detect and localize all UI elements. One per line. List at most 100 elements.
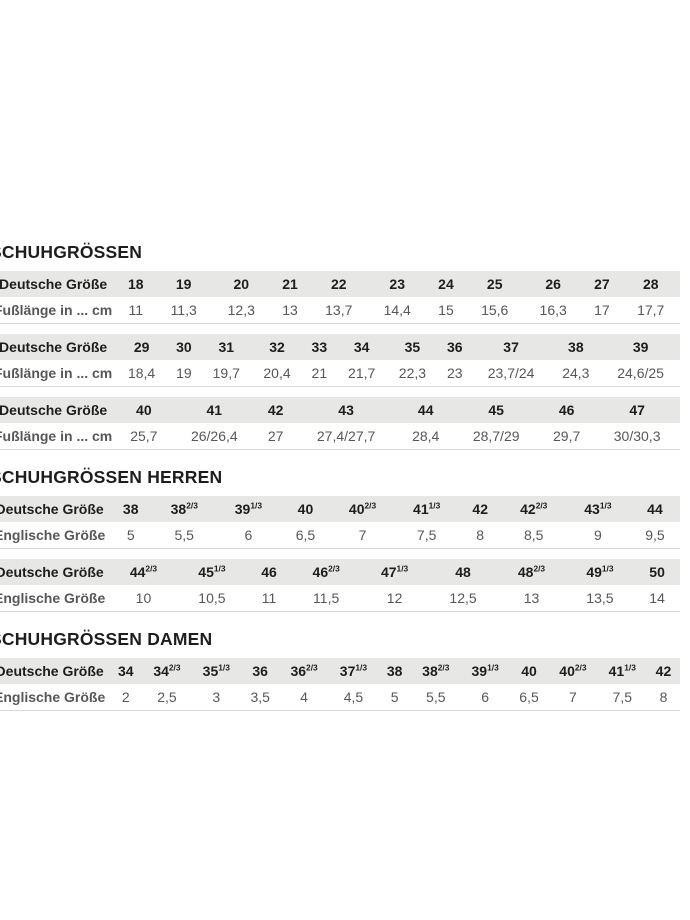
value-cell: 26/26,4 — [190, 428, 238, 444]
size-value: 50 — [649, 564, 665, 580]
size-label-cell: Deutsche Größe — [0, 339, 108, 355]
size-value: 38 — [422, 663, 438, 679]
value-cell: 23,7/24 — [487, 365, 535, 381]
size-fraction: 2/3 — [574, 662, 587, 673]
size-value: 41 — [206, 402, 223, 418]
size-value: 34 — [353, 339, 370, 355]
value-cell: 23 — [446, 365, 463, 381]
size-value: 40 — [559, 663, 575, 679]
size-cell: 382/3 — [152, 496, 216, 522]
size-label-cell: Deutsche Größe — [0, 663, 104, 679]
value-cell: 2,5 — [157, 689, 177, 705]
value-label-cell: Fußlänge in ... cm — [0, 365, 113, 381]
value-label-cell: Englische Größe — [0, 689, 106, 705]
size-table-section: SCHUHGRÖSSEN HERREN Deutsche Größe 38 382/3… — [0, 467, 680, 612]
value-cell: 24,3 — [562, 365, 590, 381]
value-cell: 22,3 — [398, 365, 427, 381]
value-cell: 28,7/29 — [472, 428, 520, 444]
size-value: 42 — [472, 501, 488, 517]
size-cell: 43 — [294, 397, 398, 423]
size-label-cell: Deutsche Größe — [0, 501, 104, 517]
value-cell: 27 — [267, 428, 284, 444]
size-label-cell: Deutsche Größe — [0, 564, 104, 580]
size-cell: 491/3 — [566, 559, 634, 585]
size-value: 35 — [202, 663, 219, 679]
size-value: 29 — [133, 339, 150, 355]
size-cell: 28 — [621, 271, 680, 297]
size-cell: 42 — [257, 397, 294, 423]
section-title: SCHUHGRÖSSEN HERREN — [0, 467, 223, 487]
size-cell: 30 — [167, 334, 201, 360]
value-cell: 27,4/27,7 — [316, 428, 376, 444]
value-cell: 10 — [135, 590, 152, 606]
size-value: 35 — [404, 339, 421, 355]
value-cell: 8 — [659, 689, 668, 705]
value-row: Fußlänge in ... cm 25,7 26/26,4 27 27,4/27,7… — [0, 423, 680, 450]
size-cell: 38 — [109, 496, 152, 522]
size-value: 40 — [521, 663, 537, 679]
size-cell: 33 — [302, 334, 336, 360]
size-fraction: 1/3 — [601, 563, 614, 574]
value-cell: 19,7 — [212, 365, 240, 381]
size-cell: 50 — [634, 559, 680, 585]
value-row: Fußlänge in ... cm 11 11,3 12,3 13 13,7 14,4 15… — [0, 297, 680, 324]
value-row: Englische Größe 10 10,5 11 11,5 12 12,5 13 13,5 1… — [0, 585, 680, 612]
size-fraction: 2/3 — [328, 563, 340, 574]
size-value: 42 — [520, 501, 536, 517]
size-value: 25 — [486, 276, 503, 292]
size-cell: 32 — [252, 334, 303, 360]
value-cell: 17 — [594, 302, 610, 318]
value-cell: 19 — [176, 365, 192, 381]
value-cell: 11 — [261, 590, 277, 606]
value-cell: 11,3 — [170, 302, 197, 318]
size-cell: 20 — [212, 271, 270, 297]
size-table: Deutsche Größe 34 342/3 351/3 36 362/3 371/3 38… — [0, 658, 680, 711]
size-cell: 34 — [336, 334, 387, 360]
size-value: 32 — [269, 339, 285, 355]
size-cell: 37 — [472, 334, 551, 360]
size-cell: 44 — [630, 496, 680, 522]
size-cell: 41 — [171, 397, 257, 423]
size-value: 43 — [584, 501, 600, 517]
value-cell: 5,5 — [426, 689, 446, 705]
size-cell: 48 — [429, 559, 497, 585]
size-cell: 27 — [582, 271, 621, 297]
size-value: 45 — [198, 564, 214, 580]
value-cell: 17,7 — [637, 302, 665, 318]
value-cell: 24,6/25 — [617, 365, 664, 381]
size-fraction: 1/3 — [396, 563, 409, 574]
size-fraction: 1/3 — [250, 500, 262, 511]
size-value: 39 — [471, 663, 488, 679]
size-value: 46 — [261, 564, 277, 580]
value-cell: 11,5 — [313, 590, 340, 606]
size-value: 47 — [629, 402, 645, 418]
size-value: 38 — [122, 501, 139, 517]
value-cell: 21 — [311, 365, 328, 381]
size-cell: 371/3 — [329, 658, 378, 684]
size-value: 23 — [389, 276, 405, 292]
size-value: 28 — [642, 276, 659, 292]
size-header-row: Deutsche Größe 29 30 31 32 33 34 35 36 37 38 39 — [0, 334, 680, 360]
size-value: 41 — [608, 663, 625, 679]
size-fraction: 1/3 — [487, 662, 499, 673]
size-value: 36 — [446, 339, 463, 355]
size-value: 39 — [234, 501, 251, 517]
size-value: 33 — [311, 339, 328, 355]
size-value: 39 — [632, 339, 649, 355]
size-cell: 402/3 — [548, 658, 597, 684]
size-cell: 342/3 — [142, 658, 191, 684]
document-content: SCHUHGRÖSSEN Deutsche Größe 18 19 20 21 22 23 24… — [0, 242, 680, 721]
size-cell: 25 — [466, 271, 524, 297]
value-cell: 6,5 — [295, 527, 316, 543]
size-value: 42 — [655, 663, 672, 679]
size-cell: 39 — [601, 334, 680, 360]
size-cell: 362/3 — [279, 658, 328, 684]
size-cell: 35 — [387, 334, 438, 360]
size-cell: 38 — [378, 658, 411, 684]
size-cell: 471/3 — [360, 559, 428, 585]
value-label-cell: Fußlänge in ... cm — [0, 302, 113, 318]
size-value: 40 — [297, 501, 314, 517]
size-fraction: 2/3 — [533, 563, 546, 574]
value-cell: 13,7 — [325, 302, 353, 318]
value-cell: 5 — [390, 689, 399, 705]
